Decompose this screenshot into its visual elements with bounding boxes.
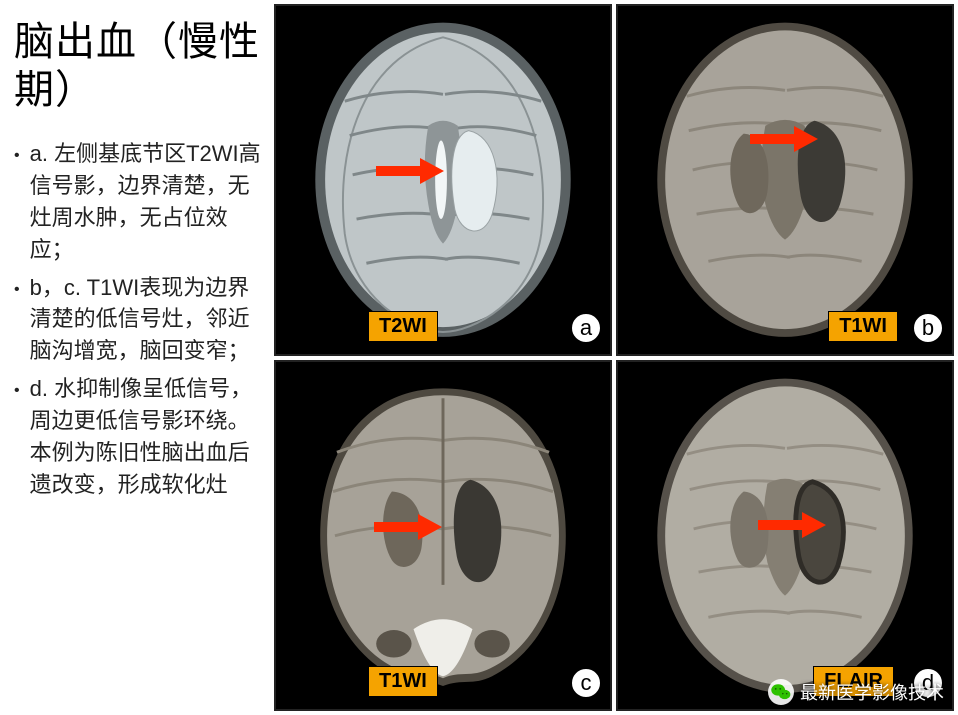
watermark: 最新医学影像技术 <box>768 679 944 705</box>
sequence-label: T2WI <box>368 311 438 342</box>
arrow-icon <box>374 158 444 184</box>
image-grid: T2WI a T1WI b <box>270 0 958 715</box>
panel-id-badge: a <box>570 312 602 344</box>
wechat-icon <box>768 679 794 705</box>
sequence-label: T1WI <box>368 666 438 697</box>
arrow-icon <box>748 126 818 152</box>
bullet-text: d. 水抑制像呈低信号，周边更低信号影环绕。本例为陈旧性脑出血后遗改变，形成软化… <box>30 373 262 501</box>
bullet-text: b，c. T1WI表现为边界清楚的低信号灶，邻近脑沟增宽，脑回变窄； <box>30 272 262 368</box>
bullet-text: a. 左侧基底节区T2WI高信号影，边界清楚，无灶周水肿，无占位效应； <box>30 138 262 266</box>
panel-b: T1WI b <box>616 4 954 356</box>
sequence-label: T1WI <box>828 311 898 342</box>
slide-title: 脑出血（慢性期） <box>14 18 262 114</box>
bullet-item: •b，c. T1WI表现为边界清楚的低信号灶，邻近脑沟增宽，脑回变窄； <box>14 272 262 368</box>
brain-scan-b <box>618 6 952 354</box>
panel-c: T1WI c <box>274 360 612 712</box>
panel-a: T2WI a <box>274 4 612 356</box>
arrow-icon <box>756 512 826 538</box>
watermark-text: 最新医学影像技术 <box>800 679 944 705</box>
panel-id-badge: b <box>912 312 944 344</box>
bullet-list: •a. 左侧基底节区T2WI高信号影，边界清楚，无灶周水肿，无占位效应； •b，… <box>14 138 262 501</box>
brain-scan-c <box>276 362 610 710</box>
text-column: 脑出血（慢性期） •a. 左侧基底节区T2WI高信号影，边界清楚，无灶周水肿，无… <box>0 0 270 715</box>
panel-d: FLAIR d <box>616 360 954 712</box>
panel-id-badge: c <box>570 667 602 699</box>
bullet-item: •d. 水抑制像呈低信号，周边更低信号影环绕。本例为陈旧性脑出血后遗改变，形成软… <box>14 373 262 501</box>
arrow-icon <box>372 514 442 540</box>
bullet-item: •a. 左侧基底节区T2WI高信号影，边界清楚，无灶周水肿，无占位效应； <box>14 138 262 266</box>
